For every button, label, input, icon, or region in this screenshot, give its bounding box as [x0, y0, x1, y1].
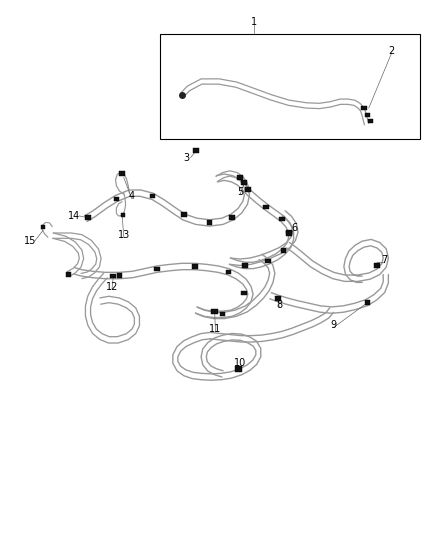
Bar	[364, 113, 370, 117]
Bar	[361, 106, 367, 110]
Text: 2: 2	[389, 46, 395, 56]
Bar	[154, 267, 160, 271]
Text: 15: 15	[24, 236, 36, 246]
Bar	[85, 215, 91, 220]
Bar	[119, 171, 125, 175]
Bar	[279, 216, 285, 221]
Bar	[241, 180, 247, 185]
Bar	[212, 309, 218, 314]
Bar	[229, 215, 235, 220]
Bar	[113, 197, 119, 201]
Bar	[41, 225, 46, 229]
Bar	[194, 148, 199, 153]
Bar	[275, 296, 281, 301]
Bar	[237, 175, 243, 180]
Bar	[120, 213, 125, 217]
Bar	[117, 273, 122, 278]
Text: 8: 8	[276, 300, 283, 310]
Bar	[242, 263, 248, 268]
Bar	[241, 291, 247, 295]
Bar	[219, 312, 225, 317]
Bar	[364, 300, 370, 305]
Bar	[281, 248, 286, 253]
Text: 9: 9	[330, 320, 336, 330]
Text: 1: 1	[251, 17, 257, 27]
Bar	[192, 264, 198, 269]
Bar	[245, 187, 251, 192]
Text: 6: 6	[291, 223, 297, 233]
Bar	[181, 212, 187, 216]
Text: 4: 4	[129, 191, 135, 201]
Bar	[235, 367, 242, 372]
Text: 11: 11	[209, 324, 222, 334]
Text: 10: 10	[234, 358, 246, 368]
Bar	[374, 263, 380, 268]
Text: 14: 14	[68, 211, 80, 221]
Bar	[286, 231, 292, 236]
Text: 7: 7	[381, 255, 387, 265]
Text: 5: 5	[237, 187, 243, 197]
Bar	[160, 34, 420, 139]
Bar	[226, 270, 231, 274]
Bar	[207, 220, 212, 224]
Text: 13: 13	[118, 230, 130, 240]
Bar	[368, 119, 373, 124]
Bar	[150, 194, 155, 198]
Bar	[110, 273, 117, 278]
Bar	[286, 230, 292, 234]
Bar	[265, 259, 271, 263]
Bar	[263, 205, 269, 209]
Bar	[66, 272, 71, 277]
Text: 12: 12	[106, 282, 118, 292]
Text: 3: 3	[183, 152, 189, 163]
